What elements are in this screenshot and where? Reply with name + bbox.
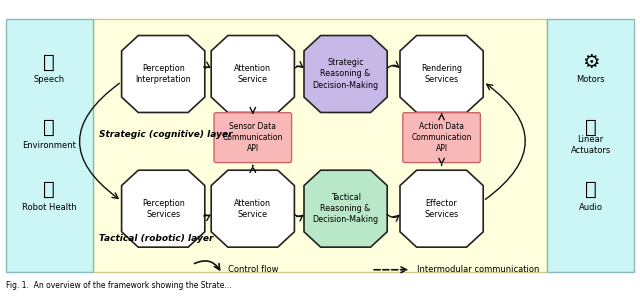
Text: 🎧: 🎧 [44,53,55,72]
Polygon shape [211,170,294,247]
FancyBboxPatch shape [6,19,93,272]
Text: Sensor Data
Communication
API: Sensor Data Communication API [223,122,283,153]
Polygon shape [122,170,205,247]
FancyBboxPatch shape [403,113,481,163]
Text: Environment: Environment [22,141,76,149]
FancyBboxPatch shape [214,113,292,163]
Text: Fig. 1.  An overview of the framework showing the Strate...: Fig. 1. An overview of the framework sho… [6,281,232,290]
Text: Motors: Motors [577,75,605,84]
Text: Speech: Speech [34,75,65,84]
Polygon shape [211,36,294,112]
FancyBboxPatch shape [93,19,547,272]
Polygon shape [304,170,387,247]
Text: Intermodular communication: Intermodular communication [417,265,540,274]
Text: 🔊: 🔊 [585,180,596,199]
Text: Rendering
Services: Rendering Services [421,64,462,84]
Text: 🔩: 🔩 [585,118,596,137]
Text: 🔋: 🔋 [44,180,55,199]
Text: Strategic
Reasoning &
Decision-Making: Strategic Reasoning & Decision-Making [312,58,379,90]
Text: Strategic (cognitive) layer: Strategic (cognitive) layer [99,130,233,139]
Text: Tactical (robotic) layer: Tactical (robotic) layer [99,234,214,243]
FancyBboxPatch shape [547,19,634,272]
Text: Robot Health: Robot Health [22,203,77,212]
Text: Control flow: Control flow [228,265,278,274]
Text: Attention
Service: Attention Service [234,64,271,84]
Polygon shape [304,36,387,112]
Text: Tactical
Reasoning &
Decision-Making: Tactical Reasoning & Decision-Making [312,193,379,224]
Text: Audio: Audio [579,203,603,212]
Text: Action Data
Communication
API: Action Data Communication API [412,122,472,153]
Polygon shape [400,170,483,247]
Text: Perception
Services: Perception Services [142,199,184,219]
Text: Perception
Interpretation: Perception Interpretation [136,64,191,84]
Text: Effector
Services: Effector Services [424,199,459,219]
Polygon shape [122,36,205,112]
Text: 🏘: 🏘 [44,118,55,137]
Text: Attention
Service: Attention Service [234,199,271,219]
Text: ⚙: ⚙ [582,53,600,72]
Polygon shape [400,36,483,112]
Text: Linear
Actuators: Linear Actuators [571,135,611,155]
